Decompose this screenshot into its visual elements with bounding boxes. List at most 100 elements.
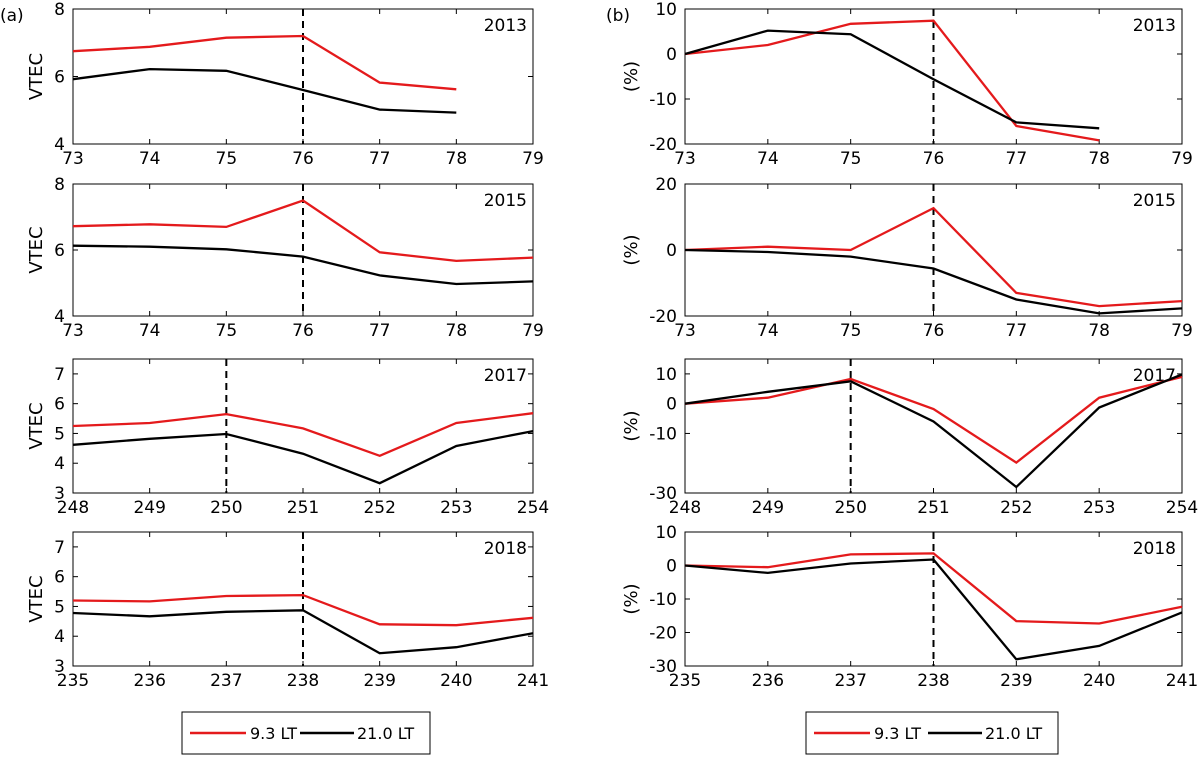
- x-tick-label: 248: [669, 498, 701, 518]
- subplot-a-2017: 248 249 250 251 252 253 254 3 4 5 6 7 VTEC 2017: [26, 358, 549, 518]
- x-tick-label: 73: [674, 149, 696, 169]
- y-tick-label: -20: [649, 135, 677, 155]
- x-tick-label: 75: [840, 321, 862, 341]
- year-label: 2013: [1133, 16, 1176, 36]
- x-tick-label: 75: [216, 321, 238, 341]
- x-tick-label: 79: [522, 149, 544, 169]
- y-tick-label: 20: [655, 175, 677, 195]
- x-tick-label: 235: [669, 671, 701, 691]
- subplot-b-2015: 73 74 75 76 77 78 79 -20 0 20 (%) 2015: [621, 175, 1193, 341]
- y-tick-label: 6: [54, 68, 65, 88]
- legend-a: 9.3 LT 21.0 LT: [181, 711, 431, 755]
- y-axis-label: (%): [621, 583, 642, 614]
- x-tick-label: 251: [287, 498, 319, 518]
- y-tick-label: -10: [649, 424, 677, 444]
- x-tick-label: 238: [917, 671, 949, 691]
- series-line-lt93: [684, 206, 1183, 308]
- y-axis-label: (%): [621, 234, 642, 265]
- y-tick-label: 0: [666, 45, 677, 65]
- y-tick-label: -10: [649, 90, 677, 110]
- x-tick-label: 237: [210, 671, 242, 691]
- x-tick-label: 78: [446, 321, 468, 341]
- y-tick-label: 8: [54, 175, 65, 195]
- series-line-lt210: [684, 248, 1183, 315]
- x-tick-label: 76: [292, 149, 314, 169]
- series-line-lt93: [72, 593, 534, 627]
- subplot-b-2018: 235 236 237 238 239 240 241 -30 -20 -10 0 10 (%) 2018: [621, 523, 1198, 691]
- x-tick-label: 236: [752, 671, 784, 691]
- year-label: 2013: [484, 16, 527, 36]
- x-tick-label: 240: [440, 671, 472, 691]
- series-line-lt210: [72, 244, 534, 286]
- series-line-lt210: [684, 373, 1183, 489]
- x-tick-label: 78: [446, 149, 468, 169]
- series-line-lt210: [72, 67, 457, 114]
- series-line-lt93: [72, 412, 534, 458]
- y-tick-label: 4: [54, 627, 65, 647]
- x-tick-label: 250: [834, 498, 866, 518]
- panel-label-b: (b): [606, 6, 630, 26]
- y-axis-label: (%): [621, 410, 642, 441]
- y-tick-label: 5: [54, 597, 65, 617]
- series-line-lt93: [684, 552, 1183, 625]
- x-tick-label: 73: [674, 321, 696, 341]
- y-tick-label: 6: [54, 241, 65, 261]
- y-tick-label: 6: [54, 395, 65, 415]
- series-line-lt210: [72, 609, 534, 655]
- year-label: 2015: [1133, 191, 1176, 211]
- y-tick-label: 8: [54, 0, 65, 20]
- y-tick-label: -10: [649, 590, 677, 610]
- x-tick-label: 75: [840, 149, 862, 169]
- y-tick-label: 7: [54, 365, 65, 385]
- x-tick-label: 254: [517, 498, 549, 518]
- x-tick-label: 248: [57, 498, 89, 518]
- x-tick-label: 236: [133, 671, 165, 691]
- y-axis-label: VTEC: [26, 53, 47, 100]
- axes-frame: [684, 358, 1183, 494]
- year-label: 2018: [1133, 539, 1176, 559]
- x-tick-label: 239: [1000, 671, 1032, 691]
- y-tick-label: 4: [54, 135, 65, 155]
- y-tick-label: 3: [54, 657, 65, 677]
- y-axis-label: VTEC: [26, 226, 47, 273]
- legend-b: 9.3 LT 21.0 LT: [805, 711, 1059, 755]
- x-tick-label: 74: [139, 149, 161, 169]
- x-tick-label: 75: [216, 149, 238, 169]
- x-tick-label: 253: [1083, 498, 1115, 518]
- x-tick-label: 77: [369, 149, 391, 169]
- subplot-a-2018: 235 236 237 238 239 240 241 3 4 5 6 7 VTEC 2018: [26, 531, 549, 691]
- x-tick-label: 78: [1088, 149, 1110, 169]
- legend-b-label-93: 9.3 LT: [874, 724, 921, 743]
- x-tick-label: 252: [1000, 498, 1032, 518]
- x-tick-label: 237: [834, 671, 866, 691]
- series-line-lt93: [72, 199, 534, 263]
- y-tick-label: 6: [54, 568, 65, 588]
- y-tick-label: 0: [666, 557, 677, 577]
- x-tick-label: 241: [517, 671, 549, 691]
- y-tick-label: 10: [655, 0, 677, 20]
- series-line-lt210: [72, 429, 534, 485]
- subplot-a-2013: 73 74 75 76 77 78 79 4 6 8 VTEC 2013: [26, 0, 544, 169]
- x-tick-label: 239: [363, 671, 395, 691]
- x-tick-label: 249: [133, 498, 165, 518]
- x-tick-label: 76: [923, 321, 945, 341]
- x-tick-label: 77: [1006, 149, 1028, 169]
- x-tick-label: 249: [752, 498, 784, 518]
- x-tick-label: 79: [1171, 321, 1193, 341]
- y-tick-label: -30: [649, 484, 677, 504]
- x-tick-label: 250: [210, 498, 242, 518]
- y-tick-label: 3: [54, 484, 65, 504]
- legend-b-label-210: 21.0 LT: [985, 724, 1042, 743]
- legend-a-label-93: 9.3 LT: [250, 724, 297, 743]
- y-axis-label: VTEC: [26, 402, 47, 449]
- series-line-lt210: [684, 558, 1183, 661]
- x-tick-label: 252: [363, 498, 395, 518]
- legend-a-label-210: 21.0 LT: [357, 724, 414, 743]
- y-tick-label: -20: [649, 307, 677, 327]
- series-line-lt210: [684, 29, 1100, 130]
- x-tick-label: 254: [1166, 498, 1198, 518]
- y-tick-label: 5: [54, 424, 65, 444]
